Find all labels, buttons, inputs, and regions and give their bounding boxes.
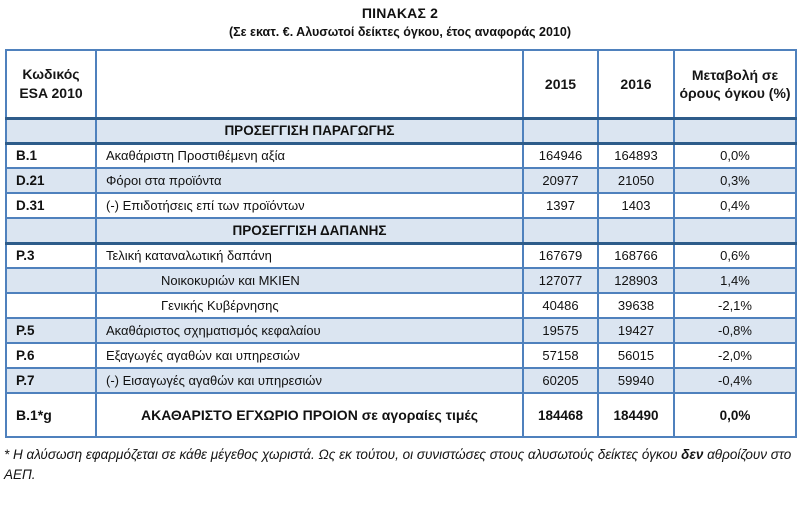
value-volume-change: 1,4% xyxy=(673,267,797,294)
row-description: ΑΚΑΘΑΡΙΣΤΟ ΕΓΧΩΡΙΟ ΠΡΟΙΟΝ σε αγοραίες τι… xyxy=(95,392,524,438)
value-2015 xyxy=(522,117,599,145)
value-2016: 39638 xyxy=(597,292,675,319)
column-header-volume-change: Μεταβολή σε όρους όγκου (%) xyxy=(673,49,797,120)
footnote-text-end: αθροίζουν στο ΑΕΠ. xyxy=(4,447,792,483)
table-row: P.7 (-) Εισαγωγές αγαθών και υπηρεσιών 602… xyxy=(5,367,797,394)
row-description: ΠΡΟΣΕΓΓΙΣΗ ΔΑΠΑΝΗΣ xyxy=(95,217,524,245)
row-description: Γενικής Κυβέρνησης xyxy=(95,292,524,319)
row-esa-code xyxy=(5,267,97,294)
value-volume-change: 0,6% xyxy=(673,242,797,269)
row-description: Τελική καταναλωτική δαπάνη xyxy=(95,242,524,269)
value-2016: 56015 xyxy=(597,342,675,369)
footnote-emphasis: δεν xyxy=(681,447,704,462)
value-2016: 184490 xyxy=(597,392,675,438)
value-2015: 60205 xyxy=(522,367,599,394)
row-description: (-) Εισαγωγές αγαθών και υπηρεσιών xyxy=(95,367,524,394)
row-description: Εξαγωγές αγαθών και υπηρεσιών xyxy=(95,342,524,369)
row-esa-code: P.6 xyxy=(5,342,97,369)
value-2016: 19427 xyxy=(597,317,675,344)
row-esa-code: P.5 xyxy=(5,317,97,344)
value-2015: 164946 xyxy=(522,142,599,169)
row-description: ΠΡΟΣΕΓΓΙΣΗ ΠΑΡΑΓΩΓΗΣ xyxy=(95,117,524,145)
column-header-description xyxy=(95,49,524,120)
value-volume-change: -2,1% xyxy=(673,292,797,319)
table-body: ΠΡΟΣΕΓΓΙΣΗ ΠΑΡΑΓΩΓΗΣ B.1 Ακαθάριστη Προστι… xyxy=(5,117,797,438)
gdp-total-row: B.1*g ΑΚΑΘΑΡΙΣΤΟ ΕΓΧΩΡΙΟ ΠΡΟΙΟΝ σε αγοραί… xyxy=(5,392,797,438)
value-2015: 20977 xyxy=(522,167,599,194)
value-volume-change xyxy=(673,117,797,145)
value-2015: 1397 xyxy=(522,192,599,219)
row-esa-code: P.7 xyxy=(5,367,97,394)
value-volume-change: 0,4% xyxy=(673,192,797,219)
table-row: B.1 Ακαθάριστη Προστιθέμενη αξία 164946 164… xyxy=(5,142,797,169)
value-2016: 21050 xyxy=(597,167,675,194)
row-description: Ακαθάριστη Προστιθέμενη αξία xyxy=(95,142,524,169)
value-volume-change: 0,0% xyxy=(673,392,797,438)
page-title: ΠΙΝΑΚΑΣ 2 xyxy=(361,5,439,21)
value-volume-change: 0,0% xyxy=(673,142,797,169)
value-volume-change: 0,3% xyxy=(673,167,797,194)
table-row: D.31 (-) Επιδοτήσεις επί των προϊόντων 139… xyxy=(5,192,797,219)
row-esa-code: D.21 xyxy=(5,167,97,194)
value-2016 xyxy=(597,117,675,145)
footnote-text-start: * Η αλύσωση εφαρμόζεται σε κάθε μέγεθος … xyxy=(4,447,682,462)
row-esa-code xyxy=(5,217,97,245)
table-row: P.6 Εξαγωγές αγαθών και υπηρεσιών 57158 560… xyxy=(5,342,797,369)
value-volume-change: -0,8% xyxy=(673,317,797,344)
row-description: Ακαθάριστος σχηματισμός κεφαλαίου xyxy=(95,317,524,344)
page-subtitle: (Σε εκατ. €. Αλυσωτοί δείκτες όγκου, έτο… xyxy=(228,25,572,39)
row-esa-code: D.31 xyxy=(5,192,97,219)
value-2015: 57158 xyxy=(522,342,599,369)
column-header-esa-code: Κωδικός ESA 2010 xyxy=(5,49,97,120)
table-row: Νοικοκυριών και ΜΚΙΕΝ 127077 128903 1,4% xyxy=(5,267,797,294)
column-header-2016: 2016 xyxy=(597,49,675,120)
value-2016: 128903 xyxy=(597,267,675,294)
row-description: Φόροι στα προϊόντα xyxy=(95,167,524,194)
value-2016: 59940 xyxy=(597,367,675,394)
table-row: Γενικής Κυβέρνησης 40486 39638 -2,1% xyxy=(5,292,797,319)
row-esa-code: P.3 xyxy=(5,242,97,269)
section-header-row: ΠΡΟΣΕΓΓΙΣΗ ΔΑΠΑΝΗΣ xyxy=(5,217,797,245)
value-2015: 19575 xyxy=(522,317,599,344)
value-2015: 40486 xyxy=(522,292,599,319)
table-row: P.5 Ακαθάριστος σχηματισμός κεφαλαίου 1957… xyxy=(5,317,797,344)
table-header-row: Κωδικός ESA 2010 2015 2016 Μεταβολή σε ό… xyxy=(5,49,797,120)
value-2016 xyxy=(597,217,675,245)
row-esa-code xyxy=(5,292,97,319)
row-esa-code: B.1 xyxy=(5,142,97,169)
value-2016: 164893 xyxy=(597,142,675,169)
value-2016: 168766 xyxy=(597,242,675,269)
value-2015: 167679 xyxy=(522,242,599,269)
table-row: D.21 Φόροι στα προϊόντα 20977 21050 0,3% xyxy=(5,167,797,194)
value-2016: 1403 xyxy=(597,192,675,219)
value-volume-change: -2,0% xyxy=(673,342,797,369)
column-header-2015: 2015 xyxy=(522,49,599,120)
row-description: Νοικοκυριών και ΜΚΙΕΝ xyxy=(95,267,524,294)
value-2015 xyxy=(522,217,599,245)
value-volume-change xyxy=(673,217,797,245)
value-2015: 127077 xyxy=(522,267,599,294)
value-2015: 184468 xyxy=(522,392,599,438)
table-row: P.3 Τελική καταναλωτική δαπάνη 167679 16876… xyxy=(5,242,797,269)
row-description: (-) Επιδοτήσεις επί των προϊόντων xyxy=(95,192,524,219)
value-volume-change: -0,4% xyxy=(673,367,797,394)
row-esa-code: B.1*g xyxy=(5,392,97,438)
footnote: * Η αλύσωση εφαρμόζεται σε κάθε μέγεθος … xyxy=(4,445,796,486)
section-header-row: ΠΡΟΣΕΓΓΙΣΗ ΠΑΡΑΓΩΓΗΣ xyxy=(5,117,797,145)
row-esa-code xyxy=(5,117,97,145)
national-accounts-table: Κωδικός ESA 2010 2015 2016 Μεταβολή σε ό… xyxy=(5,49,797,438)
